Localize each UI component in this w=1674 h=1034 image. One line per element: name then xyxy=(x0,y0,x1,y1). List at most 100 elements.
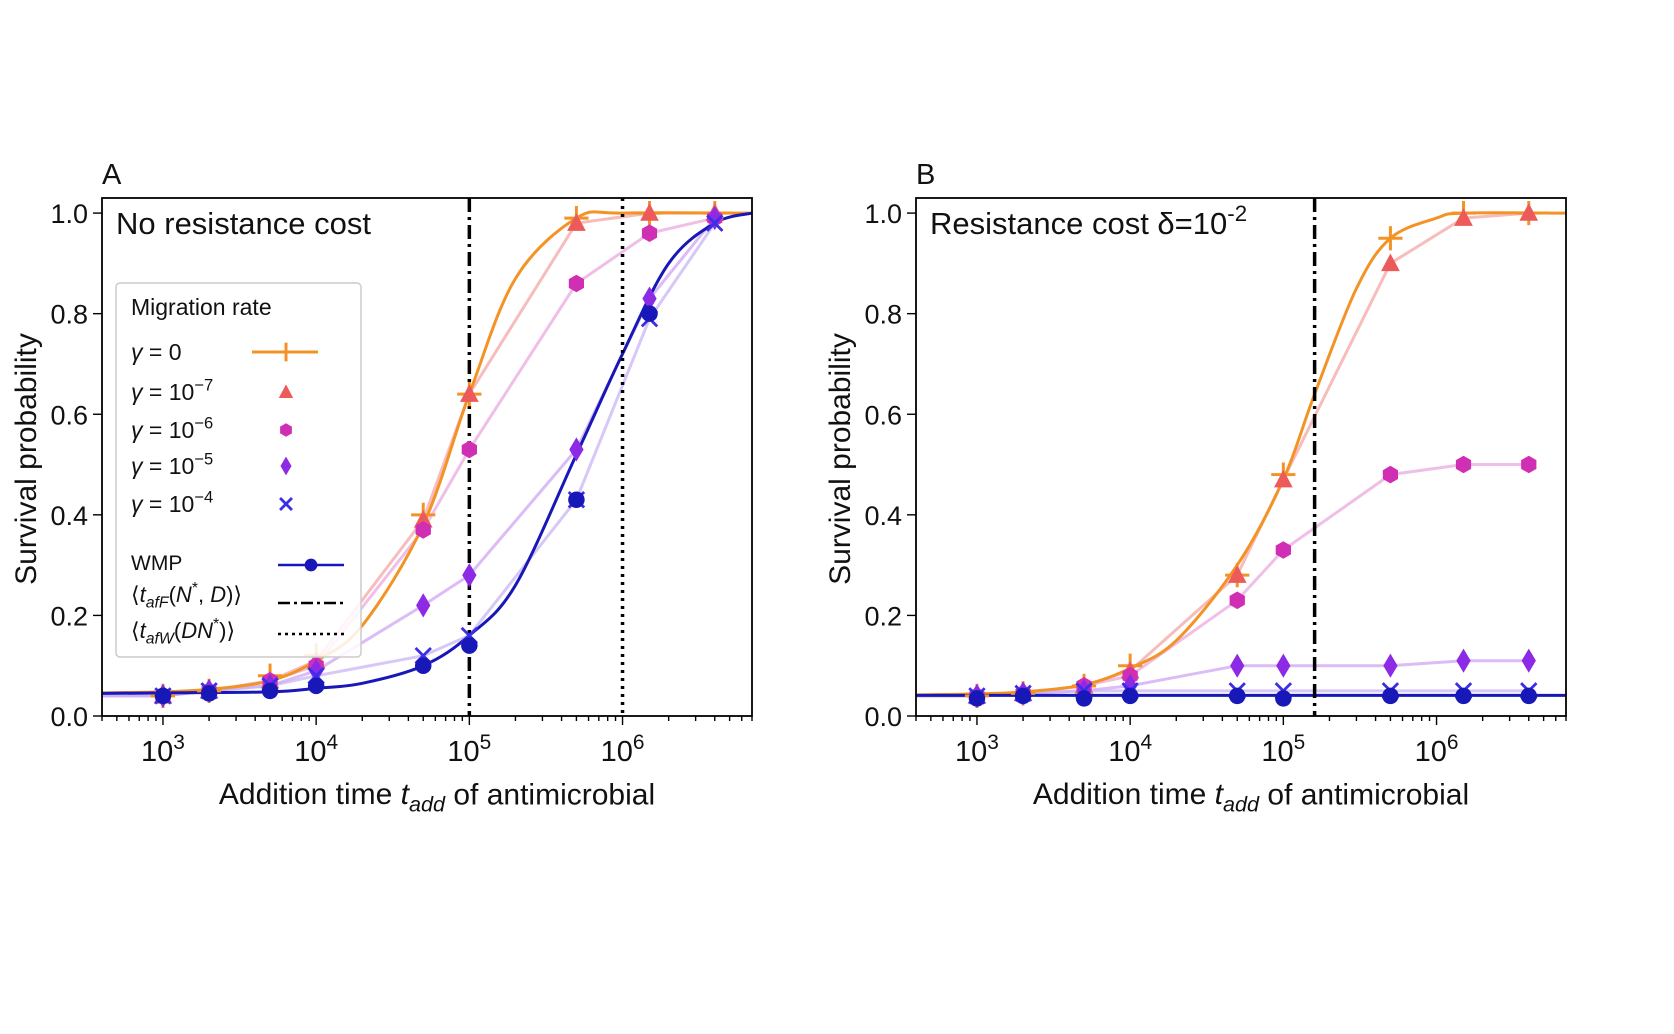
data-point xyxy=(1381,253,1400,272)
data-point xyxy=(1383,653,1398,678)
x-axis-label-part: of antimicrobial xyxy=(1259,778,1469,811)
plot-area xyxy=(916,198,1566,716)
x-tick-label-part: 10 xyxy=(601,736,633,768)
x-tick-label-part: 10 xyxy=(294,736,326,768)
annotation-text: No resistance cost xyxy=(116,206,371,241)
y-tick-label: 0.8 xyxy=(864,300,902,330)
x-tick-label: 106 xyxy=(1415,731,1459,768)
data-point xyxy=(640,203,659,221)
data-point xyxy=(641,224,658,242)
data-point xyxy=(415,521,431,539)
data-point xyxy=(1275,541,1291,559)
x-tick-label-part: 3 xyxy=(173,731,185,754)
axes-frame xyxy=(915,197,1567,717)
legend-label-part: * xyxy=(192,580,198,597)
legend-label-part: ( xyxy=(169,582,177,607)
legend-title: Migration rate xyxy=(131,294,272,320)
legend-label-part: , xyxy=(198,582,210,607)
legend-label-part: = 0 xyxy=(143,339,182,365)
x-tick-label-part: 10 xyxy=(447,736,479,768)
x-tick-label: 104 xyxy=(1108,731,1152,768)
x-axis-label-part: add xyxy=(1223,792,1260,817)
data-point xyxy=(641,305,658,322)
data-point xyxy=(414,657,432,674)
legend-label-part: t xyxy=(140,582,147,607)
data-point xyxy=(1227,565,1247,583)
x-tick-label: 105 xyxy=(447,731,491,768)
data-point xyxy=(154,687,172,705)
legend-label: γ = 10−6 xyxy=(131,413,213,443)
x-axis-label-part: t xyxy=(401,778,411,811)
legend-label-part: DN xyxy=(181,618,213,643)
data-point xyxy=(1521,455,1537,474)
series-plus xyxy=(964,200,1541,708)
series-hexagon xyxy=(969,455,1537,705)
legend-label-part: t xyxy=(140,618,147,643)
x-tick-label: 105 xyxy=(1261,731,1305,768)
x-tick-label: 104 xyxy=(294,731,338,768)
data-point xyxy=(568,274,584,293)
data-point xyxy=(200,685,218,702)
data-point xyxy=(1229,591,1245,610)
annotation-text: Resistance cost δ=10-2 xyxy=(930,201,1247,241)
axes-frame xyxy=(101,197,753,717)
legend-label-part: ⟨ xyxy=(131,618,140,643)
legend-label: γ = 10−5 xyxy=(131,449,213,479)
data-point xyxy=(1382,687,1399,705)
legend-label-part: γ xyxy=(131,339,144,365)
series-line-faint xyxy=(916,211,1529,698)
data-point xyxy=(1454,208,1473,226)
legend-label-part: )⟩ xyxy=(219,618,235,643)
annotation-text-part: Resistance cost δ=10 xyxy=(930,206,1227,241)
plot-area xyxy=(102,198,752,716)
x-tick-label-part: 6 xyxy=(633,731,645,754)
y-tick-label: 0.4 xyxy=(50,501,88,531)
legend-label: ⟨tafW(DN*)⟩ xyxy=(131,616,235,648)
legend-label-part: * xyxy=(213,616,219,633)
legend-label-part: −5 xyxy=(194,449,213,468)
x-axis-label-part: Addition time xyxy=(1033,778,1215,811)
y-axis-label: Survival probability xyxy=(824,333,857,585)
series-triangle xyxy=(967,203,1539,704)
legend-label-part: γ xyxy=(131,453,144,479)
y-tick-label: 1.0 xyxy=(50,199,88,229)
legend-label: ⟨tafF(N*, D)⟩ xyxy=(131,580,242,612)
data-point xyxy=(1378,226,1403,251)
series-circle xyxy=(968,687,1538,707)
x-tick-label: 106 xyxy=(601,731,645,768)
x-axis-label: Addition time tadd of antimicrobial xyxy=(219,778,655,817)
legend-marker xyxy=(304,558,318,572)
x-tick-label-part: 6 xyxy=(1447,731,1459,754)
x-axis-label-part: add xyxy=(409,792,446,817)
annotation-text-part: -2 xyxy=(1227,201,1247,226)
legend-label: γ = 10−4 xyxy=(131,487,213,517)
y-tick-label: 0.2 xyxy=(864,601,902,631)
y-tick-label: 0.8 xyxy=(50,300,88,330)
legend-label-part: γ xyxy=(131,379,144,405)
data-point xyxy=(462,563,477,588)
x-tick-label-part: 10 xyxy=(141,736,173,768)
legend-marker xyxy=(278,384,294,398)
data-point xyxy=(1455,687,1472,705)
legend-marker xyxy=(279,497,293,511)
x-axis-label: Addition time tadd of antimicrobial xyxy=(1033,778,1469,817)
data-point xyxy=(309,658,324,683)
x-tick-label: 103 xyxy=(141,731,185,768)
legend-label-part: γ xyxy=(131,491,144,517)
x-tick-label-part: 5 xyxy=(480,731,492,754)
data-point xyxy=(1014,687,1032,705)
legend-marker xyxy=(276,342,296,362)
data-point xyxy=(307,677,325,695)
data-point xyxy=(642,286,657,311)
legend-label-part: afW xyxy=(146,631,176,648)
x-tick-label-part: 10 xyxy=(1108,736,1140,768)
data-point xyxy=(1456,648,1471,673)
legend-label-part: afF xyxy=(146,595,170,612)
panel-label: B xyxy=(916,159,935,191)
data-point xyxy=(1275,690,1292,707)
series-diamond xyxy=(969,648,1536,708)
series-circle xyxy=(154,305,658,705)
